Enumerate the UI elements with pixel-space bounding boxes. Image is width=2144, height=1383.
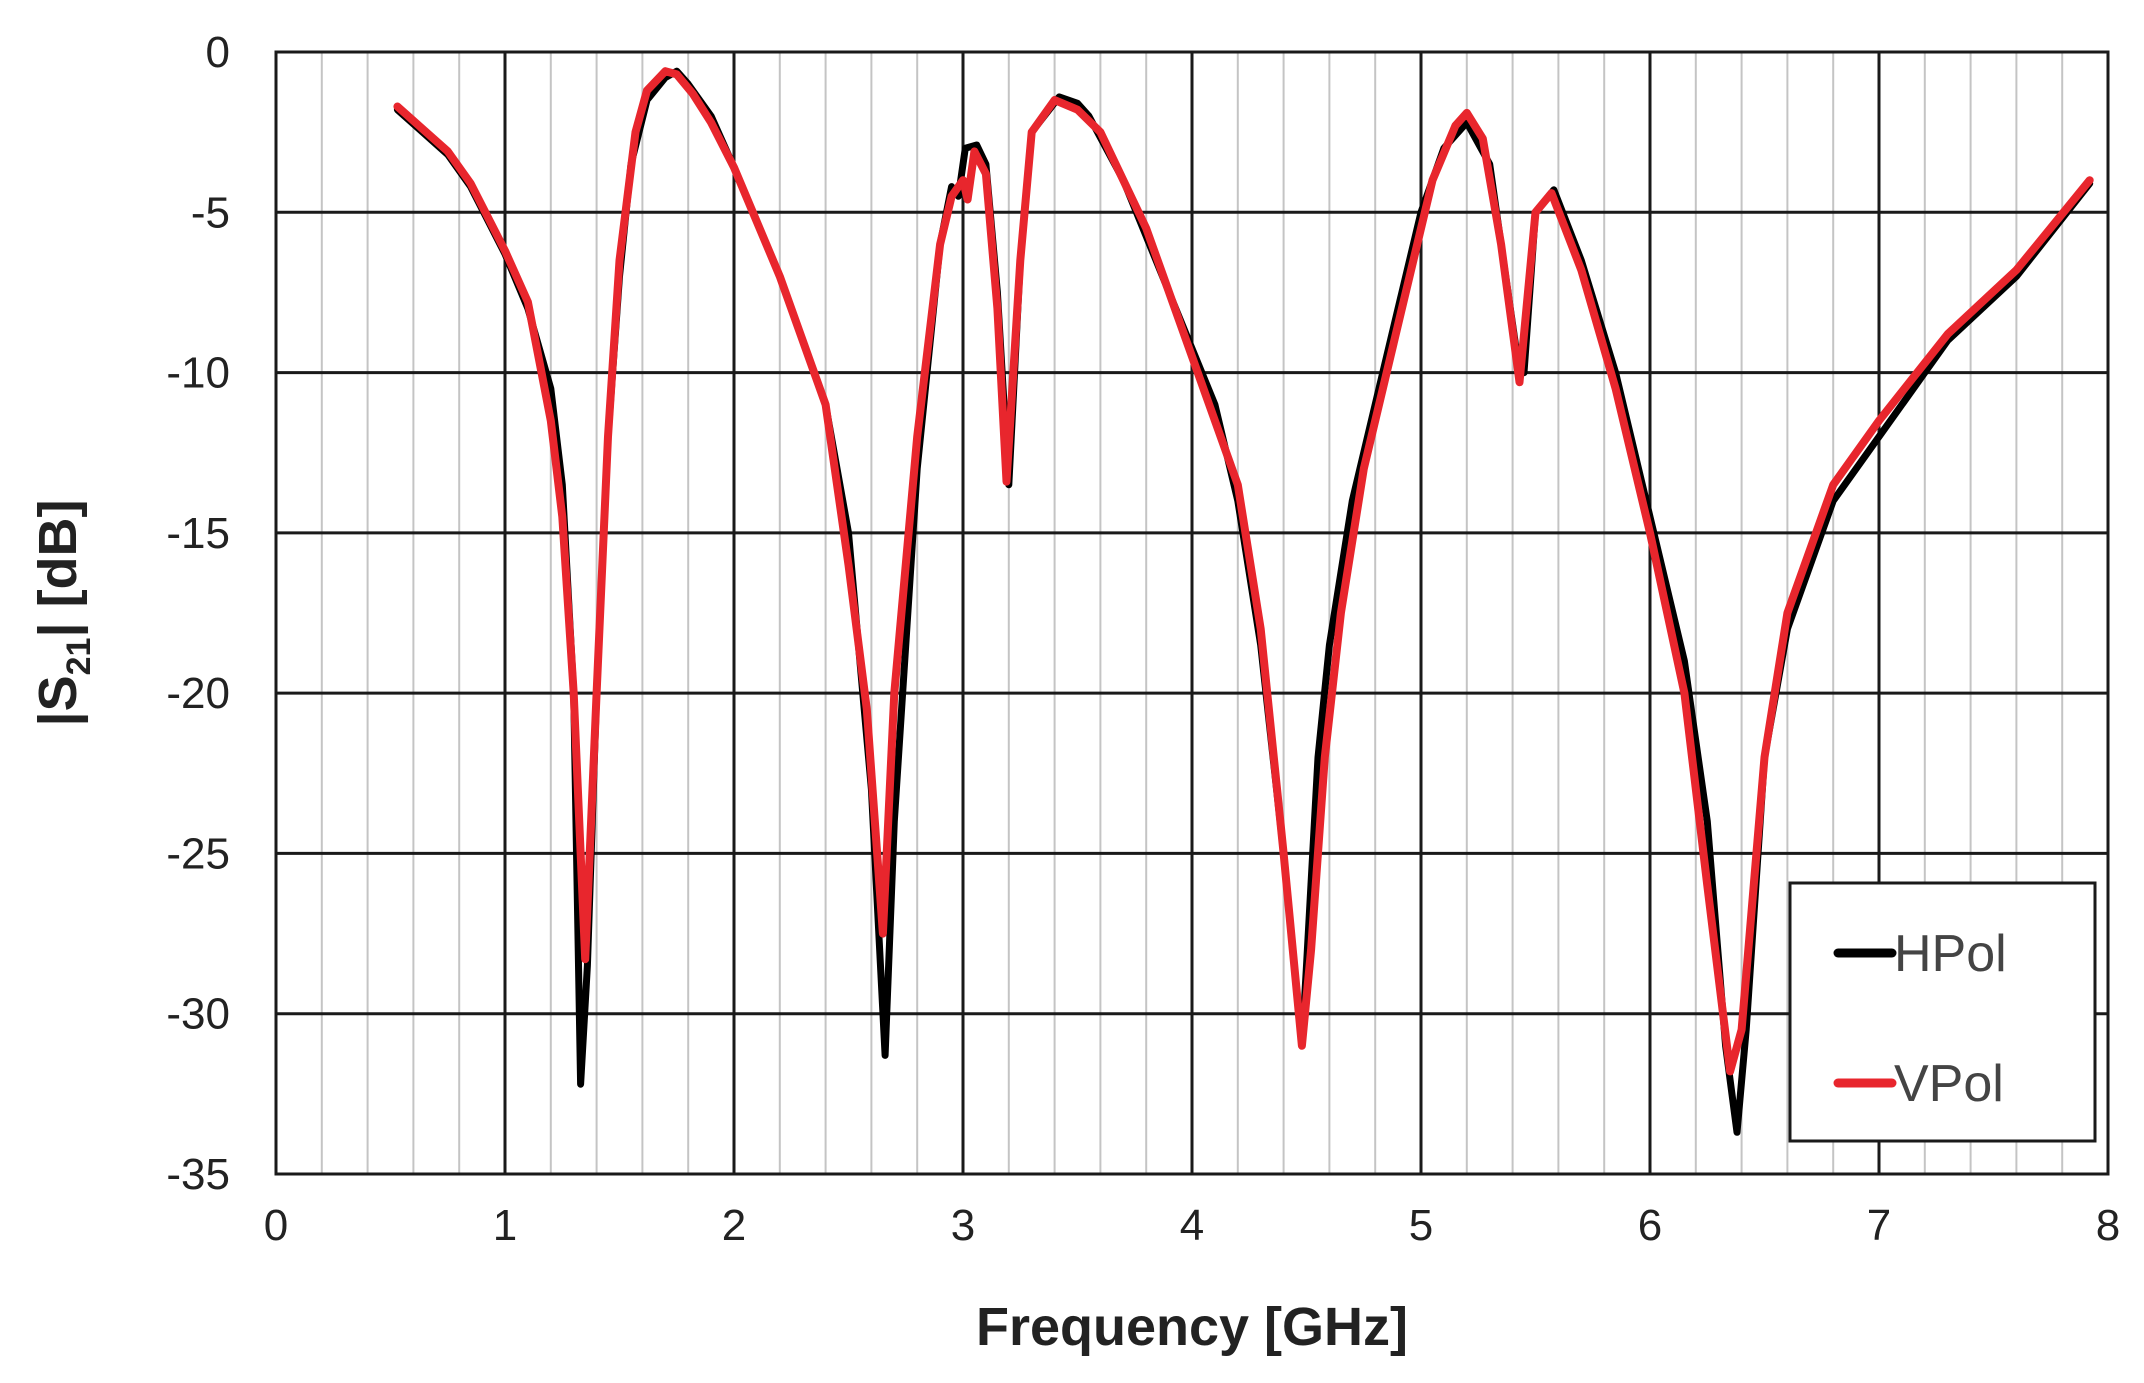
y-tick-label: -30 [166, 990, 230, 1039]
x-axis-title: Frequency [GHz] [976, 1297, 1408, 1357]
y-tick-label: -10 [166, 349, 230, 398]
legend-box [1788, 881, 2097, 1143]
y-tick-label: -25 [166, 829, 230, 878]
y-tick-label: -20 [166, 669, 230, 718]
x-tick-label: 5 [1409, 1201, 1433, 1250]
y-axis-title-subscript: 21 [60, 638, 98, 676]
y-tick-label: -5 [191, 188, 230, 237]
legend-label-vpol: VPol [1894, 1055, 2004, 1113]
x-tick-label: 0 [264, 1201, 288, 1250]
series-line-vpol [393, 67, 2094, 1076]
legend-label-hpol: HPol [1894, 925, 2007, 983]
x-tick-label: 6 [1638, 1201, 1662, 1250]
x-tick-label: 4 [1180, 1201, 1204, 1250]
y-axis-title: |S21| [dB] [28, 499, 98, 726]
y-tick-label: 0 [206, 28, 230, 77]
x-tick-label: 2 [722, 1201, 746, 1250]
x-tick-label: 8 [2096, 1201, 2120, 1250]
y-axis-title-rest: | [dB] [28, 499, 89, 637]
legend: HPol VPol [1788, 881, 2097, 1143]
x-tick-label: 7 [1867, 1201, 1891, 1250]
y-tick-label: -35 [166, 1150, 230, 1199]
x-tick-labels: 0 1 2 3 4 5 6 7 8 [264, 1201, 2120, 1250]
series-layer [393, 67, 2094, 1136]
plot-frame [274, 50, 2110, 1176]
y-axis-title-main: |S [28, 675, 89, 726]
x-tick-label: 1 [493, 1201, 517, 1250]
y-tick-label: -15 [166, 509, 230, 558]
y-tick-labels: 0 -5 -10 -15 -20 -25 -30 -35 [166, 28, 230, 1199]
x-tick-label: 3 [951, 1201, 975, 1250]
